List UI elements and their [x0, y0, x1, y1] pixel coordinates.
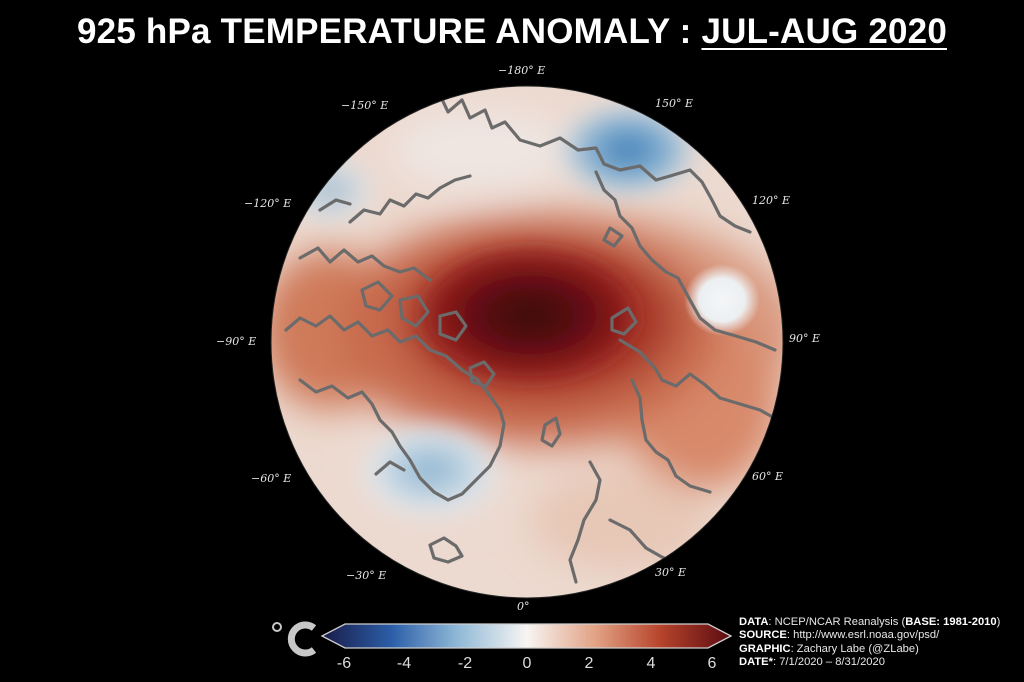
lon-label-m180: −180° E	[498, 64, 546, 77]
credits-block: DATA: NCEP/NCAR Reanalysis (BASE: 1981-2…	[739, 616, 1000, 670]
colorbar-tick: 0	[522, 655, 532, 672]
credit-graphic: GRAPHIC: Zachary Labe (@ZLabe)	[739, 642, 919, 655]
title-period: JUL-AUG 2020	[701, 12, 947, 51]
coastlines	[284, 93, 780, 584]
lon-label-30: 30° E	[655, 566, 687, 579]
lon-label-m60: −60° E	[251, 472, 292, 485]
colorbar	[320, 623, 733, 649]
colorbar-tick: -4	[396, 655, 412, 672]
colorbar-tick: -6	[336, 655, 352, 672]
lon-label-m30: −30° E	[346, 569, 387, 582]
colorbar-tick: 4	[646, 655, 656, 672]
title-prefix: 925 hPa TEMPERATURE ANOMALY :	[77, 12, 702, 51]
lon-label-0: 0°	[517, 600, 530, 613]
colorbar-tick: -2	[457, 655, 473, 672]
colorbar-tick: 6	[707, 655, 717, 672]
credit-source: SOURCE: http://www.esrl.noaa.gov/psd/	[739, 629, 940, 642]
lon-label-m150: −150° E	[341, 99, 389, 112]
lon-label-m120: −120° E	[244, 197, 292, 210]
anomaly-field	[271, 86, 783, 598]
page-title: 925 hPa TEMPERATURE ANOMALY : JUL-AUG 20…	[0, 12, 1024, 52]
credit-date: DATE*: 7/1/2020 – 8/31/2020	[739, 656, 885, 669]
colorbar-tick: 2	[584, 655, 594, 672]
lon-label-150: 150° E	[655, 97, 694, 110]
lon-label-m90: −90° E	[216, 335, 257, 348]
credit-data: DATA: NCEP/NCAR Reanalysis (BASE: 1981-2…	[739, 616, 1001, 628]
colorbar-bar	[320, 623, 733, 649]
celsius-unit-icon	[272, 621, 317, 657]
map-boundary	[270, 85, 784, 599]
lon-label-60: 60° E	[752, 470, 784, 483]
lon-label-90: 90° E	[789, 332, 821, 345]
lon-label-120: 120° E	[752, 194, 791, 207]
